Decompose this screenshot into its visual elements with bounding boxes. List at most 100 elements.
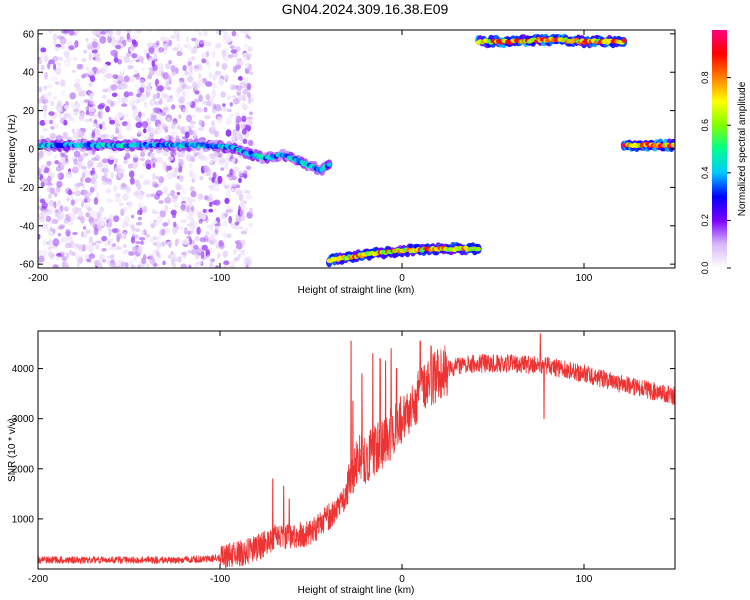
- noise-blob: [198, 94, 203, 103]
- noise-blob: [159, 210, 166, 218]
- noise-blob: [194, 90, 200, 95]
- noise-blob: [212, 155, 219, 162]
- noise-blob: [209, 186, 214, 192]
- spectrogram-y-tick-label: -40: [20, 221, 35, 232]
- noise-blob: [205, 249, 210, 258]
- noise-blob: [72, 231, 78, 236]
- noise-blob: [91, 167, 95, 172]
- noise-blob: [245, 193, 252, 200]
- noise-blob: [117, 112, 124, 118]
- noise-blob: [131, 264, 135, 268]
- noise-blob: [38, 216, 45, 223]
- noise-blob: [207, 62, 212, 70]
- noise-blob: [91, 157, 98, 161]
- noise-blob: [209, 261, 213, 268]
- noise-blob: [90, 106, 94, 113]
- noise-blob: [88, 118, 93, 122]
- noise-blob: [167, 218, 171, 225]
- noise-blob: [87, 244, 95, 253]
- noise-blob: [52, 264, 59, 268]
- noise-blob: [52, 33, 58, 41]
- noise-blob: [38, 255, 45, 263]
- noise-blob: [76, 259, 80, 268]
- noise-blob: [184, 131, 190, 138]
- noise-blob: [60, 157, 67, 162]
- noise-blob: [184, 70, 189, 76]
- noise-blob: [214, 177, 218, 186]
- noise-blob: [190, 190, 197, 198]
- noise-blob: [238, 134, 244, 141]
- noise-blob: [106, 99, 112, 104]
- noise-blob: [42, 239, 47, 246]
- noise-blob: [41, 249, 48, 257]
- noise-blob: [95, 55, 101, 63]
- noise-blob: [48, 229, 55, 237]
- snr-y-tick-label: 1000: [12, 514, 35, 525]
- noise-blob: [246, 119, 253, 126]
- noise-blob: [192, 198, 197, 202]
- noise-blob: [130, 177, 135, 185]
- noise-blob: [110, 84, 118, 91]
- noise-blob: [187, 75, 194, 83]
- noise-blob: [66, 235, 73, 241]
- noise-blob: [208, 160, 213, 164]
- noise-blob: [97, 211, 103, 215]
- spectrogram-x-label: Height of straight line (km): [298, 285, 415, 296]
- noise-blob: [205, 59, 209, 65]
- noise-blob: [53, 40, 57, 46]
- noise-blob: [185, 101, 193, 106]
- noise-blob: [102, 163, 109, 171]
- noise-blob: [47, 91, 52, 97]
- noise-blob: [112, 243, 116, 247]
- noise-blob: [85, 212, 91, 218]
- noise-blob: [107, 230, 112, 235]
- noise-blob: [77, 244, 84, 250]
- noise-blob: [173, 221, 177, 228]
- noise-blob: [224, 158, 230, 164]
- noise-blob: [39, 119, 46, 126]
- noise-blob: [194, 64, 199, 69]
- noise-blob: [128, 170, 135, 178]
- noise-blob: [222, 103, 226, 107]
- noise-blob: [47, 30, 54, 34]
- noise-blob: [227, 38, 231, 43]
- spectrogram-y-tick-label: 60: [23, 29, 35, 40]
- noise-blob: [203, 106, 208, 113]
- noise-blob: [158, 176, 164, 184]
- noise-blob: [205, 81, 213, 87]
- noise-blob: [127, 200, 134, 209]
- noise-blob: [220, 91, 226, 98]
- noise-blob: [221, 178, 226, 187]
- spectrogram-y-tick-label: 20: [23, 106, 35, 117]
- figure-title: GN04.2024.309.16.38.E09: [282, 1, 449, 17]
- noise-blob: [129, 100, 136, 107]
- noise-blob: [122, 231, 127, 236]
- noise-blob: [213, 187, 220, 192]
- noise-blob: [242, 170, 248, 175]
- noise-blob: [83, 233, 88, 238]
- noise-blob: [155, 244, 160, 252]
- noise-blob: [113, 57, 119, 63]
- noise-blob: [226, 117, 232, 126]
- noise-blob: [189, 229, 194, 235]
- noise-blob: [44, 71, 48, 80]
- noise-blob: [229, 135, 235, 141]
- noise-blob: [131, 214, 135, 219]
- noise-blob: [137, 216, 142, 221]
- noise-blob: [140, 151, 146, 158]
- noise-blob: [218, 78, 225, 86]
- noise-blob: [213, 199, 221, 206]
- noise-blob: [93, 259, 101, 267]
- noise-blob: [137, 202, 142, 208]
- noise-blob: [186, 235, 192, 239]
- noise-blob: [132, 112, 137, 119]
- noise-blob: [180, 158, 184, 167]
- noise-blob: [81, 152, 87, 159]
- noise-blob: [240, 205, 248, 212]
- noise-blob: [170, 65, 176, 73]
- noise-blob: [248, 63, 252, 71]
- noise-blob: [89, 99, 95, 105]
- noise-blob: [232, 170, 237, 178]
- noise-blob: [74, 185, 78, 192]
- snr-x-label: Height of straight line (km): [298, 585, 415, 596]
